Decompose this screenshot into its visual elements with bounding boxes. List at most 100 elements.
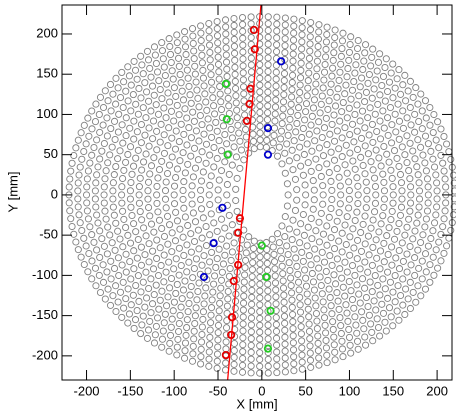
tube xyxy=(330,333,338,341)
tube xyxy=(197,29,205,37)
tube xyxy=(277,127,286,135)
tube xyxy=(199,308,207,316)
tube xyxy=(270,250,278,258)
tube xyxy=(371,182,380,191)
tube xyxy=(288,296,296,304)
tube xyxy=(178,295,186,303)
tube xyxy=(288,86,296,94)
tube xyxy=(225,102,233,110)
tube xyxy=(205,19,213,28)
tube xyxy=(271,272,279,280)
tube xyxy=(302,282,311,290)
tube xyxy=(363,195,371,203)
tube xyxy=(165,221,174,229)
tube xyxy=(372,146,380,154)
tube xyxy=(307,167,315,175)
tube xyxy=(338,45,346,53)
tube xyxy=(328,195,336,204)
tube xyxy=(289,318,297,326)
tube xyxy=(345,104,353,112)
tube xyxy=(88,151,96,159)
tube xyxy=(162,114,170,122)
tube xyxy=(335,145,343,153)
tube xyxy=(277,255,286,263)
tube xyxy=(281,354,289,362)
tube xyxy=(298,358,306,366)
tube xyxy=(369,337,377,345)
tube xyxy=(122,132,130,140)
tube xyxy=(344,64,352,73)
tube xyxy=(437,125,445,133)
tube xyxy=(288,289,296,297)
tube xyxy=(348,120,357,128)
tube xyxy=(183,324,191,332)
tube xyxy=(206,151,214,159)
tube xyxy=(183,58,191,66)
tube xyxy=(361,49,369,57)
tube xyxy=(325,285,333,293)
tube xyxy=(107,107,115,115)
tube xyxy=(272,293,280,301)
tube xyxy=(194,287,202,296)
tube xyxy=(126,187,134,195)
tube xyxy=(114,298,122,306)
tube xyxy=(301,116,309,124)
tube xyxy=(166,50,175,58)
tube xyxy=(281,368,289,376)
tube xyxy=(368,53,376,61)
tube xyxy=(179,233,187,241)
tube xyxy=(369,243,377,251)
tube xyxy=(141,251,149,259)
tube xyxy=(264,348,272,357)
tube xyxy=(383,294,392,302)
tube xyxy=(406,77,414,85)
tube xyxy=(338,153,346,161)
tube xyxy=(213,127,221,135)
tube xyxy=(302,191,310,199)
tube xyxy=(434,118,442,126)
tube xyxy=(187,248,195,256)
tube xyxy=(194,94,202,102)
tube xyxy=(279,112,287,120)
tube xyxy=(188,182,196,190)
tube xyxy=(263,116,272,124)
tube xyxy=(264,33,272,41)
y-tick-label: -150 xyxy=(32,307,58,322)
tube xyxy=(290,137,298,145)
tube xyxy=(323,160,331,168)
tube xyxy=(240,278,248,286)
tube xyxy=(171,145,180,153)
hit xyxy=(266,306,275,315)
tube xyxy=(175,62,183,70)
tube xyxy=(205,34,213,42)
tube xyxy=(249,259,257,267)
tube xyxy=(144,187,152,195)
tube xyxy=(302,108,310,116)
tube xyxy=(224,94,232,102)
tube xyxy=(211,110,219,118)
tube xyxy=(312,155,320,163)
tube xyxy=(153,199,161,207)
tube xyxy=(183,268,191,276)
tube xyxy=(112,219,120,227)
tube xyxy=(112,307,120,316)
tube xyxy=(273,41,281,49)
tube xyxy=(345,178,353,186)
tube xyxy=(124,285,132,293)
tube xyxy=(380,203,388,211)
tube xyxy=(164,89,172,97)
tube xyxy=(291,175,300,183)
tube xyxy=(353,127,361,135)
tube xyxy=(158,39,166,47)
tube xyxy=(414,211,422,219)
tube xyxy=(83,183,91,191)
tube xyxy=(314,332,322,340)
tube xyxy=(318,92,326,100)
tube xyxy=(106,301,115,309)
tube xyxy=(418,107,426,115)
tube xyxy=(256,328,264,336)
tube xyxy=(272,300,280,308)
tube xyxy=(230,367,238,375)
tube xyxy=(298,38,306,46)
tube xyxy=(373,254,381,262)
